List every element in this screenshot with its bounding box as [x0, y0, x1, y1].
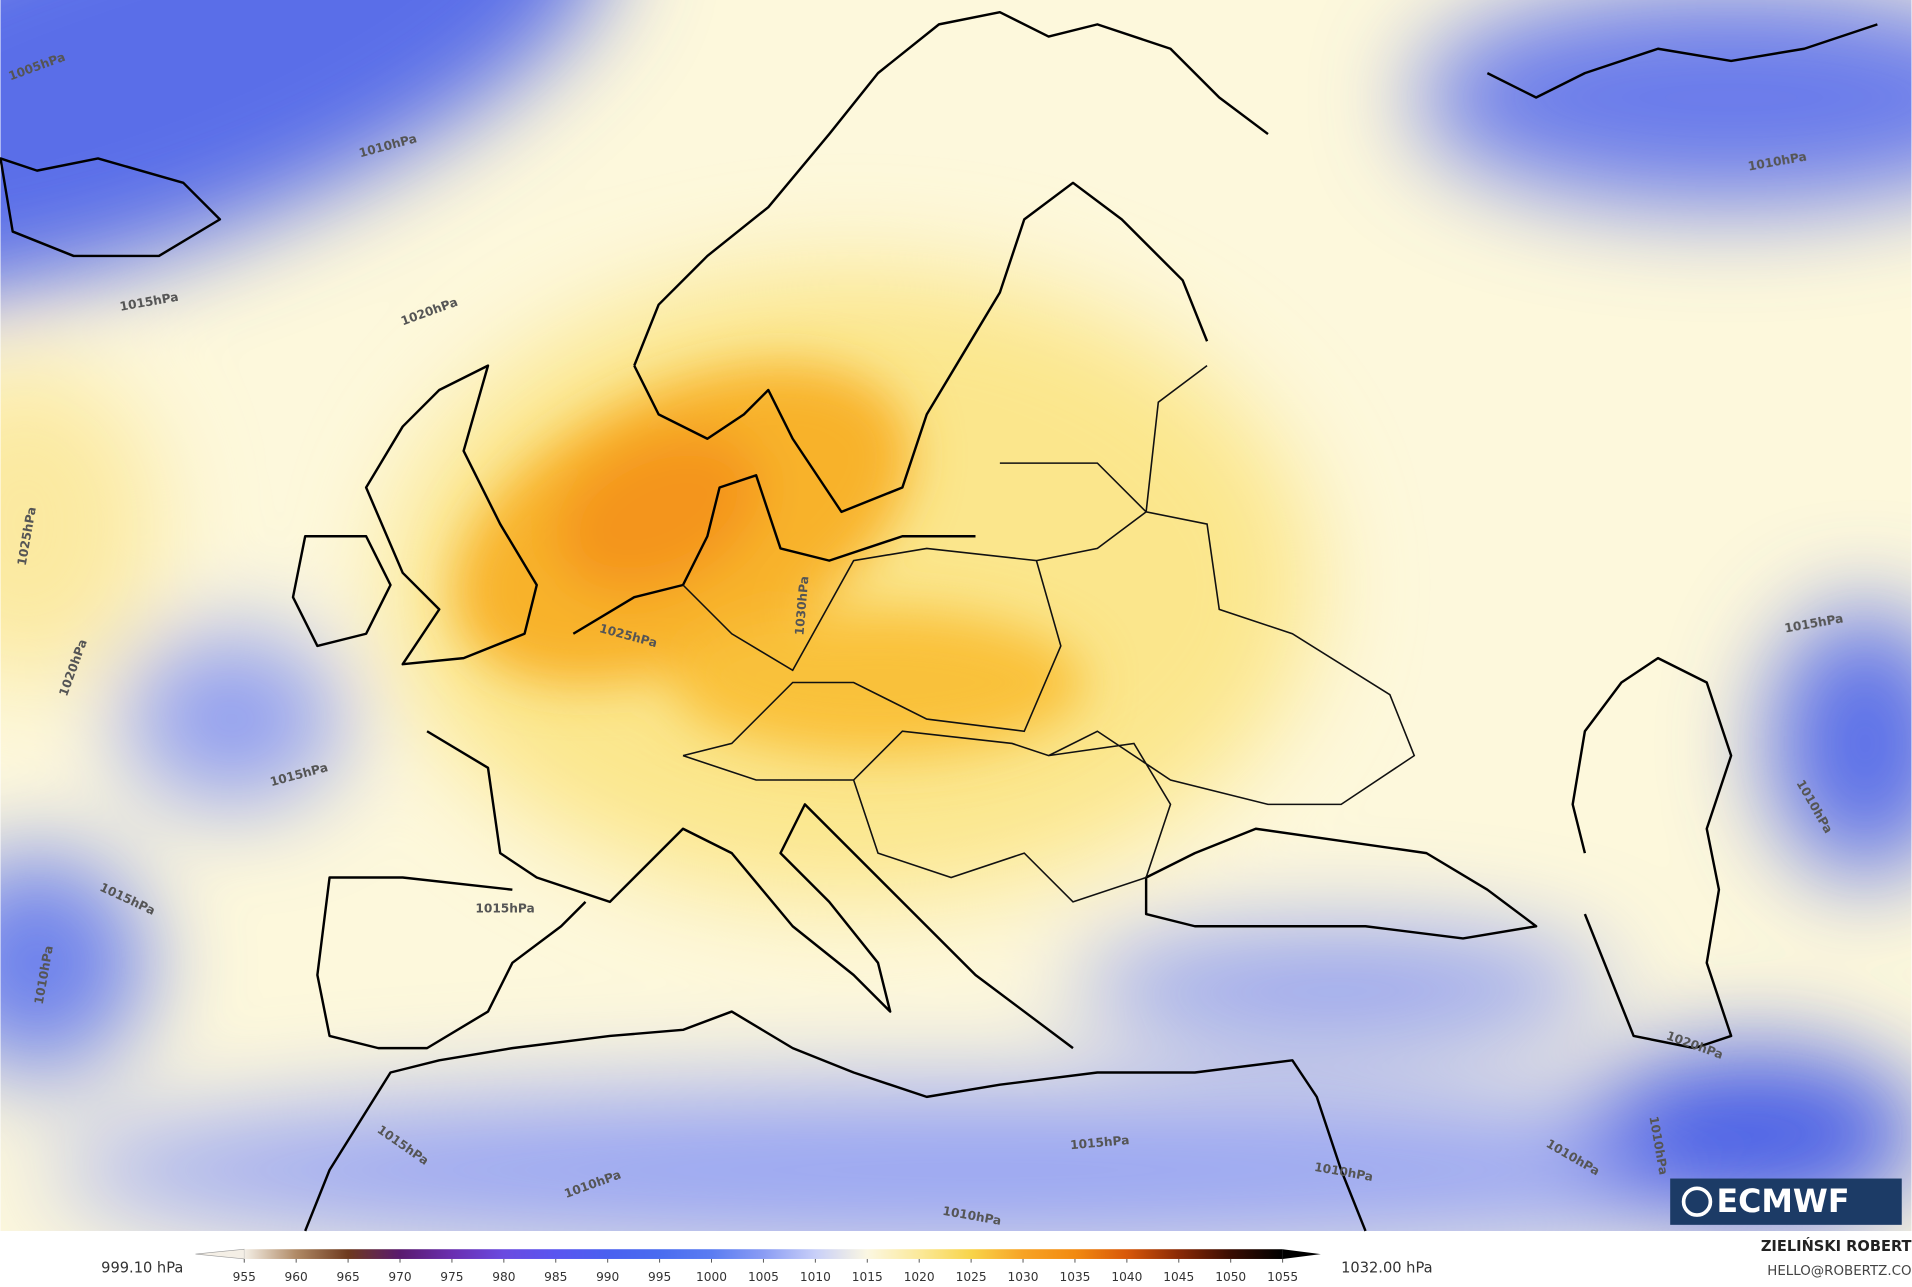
colorbar-tick-label: 965 — [336, 1270, 359, 1284]
coastline — [291, 535, 392, 648]
colorbar-tick-label: 970 — [388, 1270, 411, 1284]
coastline — [0, 157, 222, 258]
credit-name: ZIELIŃSKI ROBERT — [1761, 1237, 1912, 1255]
logo-text: ECMWF — [1717, 1184, 1850, 1220]
colorbar-bar — [244, 1249, 1283, 1259]
credit-email: HELLO@ROBERTZ.CO — [1767, 1264, 1911, 1279]
coastline — [1486, 23, 1878, 99]
colorbar-tick-label: 1045 — [1163, 1270, 1194, 1284]
colorbar-tick-label: 1035 — [1059, 1270, 1090, 1284]
colorbar-max: 1032.00 hPa — [1341, 1260, 1432, 1277]
colorbar-tick-label: 1055 — [1267, 1270, 1298, 1284]
coastline — [364, 364, 538, 666]
coastlines — [0, 10, 1878, 1232]
colorbar-tick-label: 1005 — [748, 1270, 779, 1284]
coastline — [1144, 827, 1538, 940]
colorbar-end — [195, 1248, 245, 1260]
colorbar-tick-label: 1010 — [800, 1270, 831, 1284]
contour-label: 1015hPa — [475, 902, 534, 916]
colorbar-tick-label: 980 — [492, 1270, 515, 1284]
colorbar-tick-label: 960 — [285, 1270, 308, 1284]
coastline — [304, 1010, 1367, 1232]
country-border — [682, 364, 1416, 903]
colorbar: 999.10 hPa 1032.00 hPa 955 960 965 970 975 98… — [101, 1248, 1433, 1284]
colorbar-tick-label: 1040 — [1111, 1270, 1142, 1284]
logo: ECMWF — [1670, 1178, 1902, 1225]
coastline — [1571, 656, 1733, 1050]
colorbar-tick-label: 985 — [544, 1270, 567, 1284]
colorbar-tick-label: 975 — [440, 1270, 463, 1284]
colorbar-end — [1282, 1249, 1321, 1259]
colorbar-tick-label: 1030 — [1008, 1270, 1039, 1284]
contour-label: 1015hPa — [1070, 1133, 1130, 1152]
coastline — [633, 10, 1269, 367]
contour-label: 1030hPa — [792, 575, 811, 635]
coastline — [633, 181, 1209, 514]
coastline — [316, 876, 587, 1050]
colorbar-tick-label: 1020 — [904, 1270, 935, 1284]
coastline — [572, 474, 976, 635]
colorbar-tick-label: 1050 — [1215, 1270, 1246, 1284]
colorbar-min: 999.10 hPa — [101, 1260, 183, 1277]
colorbar-tick-label: 955 — [233, 1270, 256, 1284]
logo-icon — [1681, 1186, 1713, 1217]
colorbar-tick-label: 1025 — [956, 1270, 987, 1284]
pressure-field — [0, 0, 1912, 1231]
colorbar-tick-label: 1015 — [852, 1270, 883, 1284]
colorbar-tick-label: 990 — [596, 1270, 619, 1284]
colorbar-tick-label: 1000 — [696, 1270, 727, 1284]
coastline — [426, 730, 1074, 1050]
colorbar-tick-label: 995 — [648, 1270, 671, 1284]
